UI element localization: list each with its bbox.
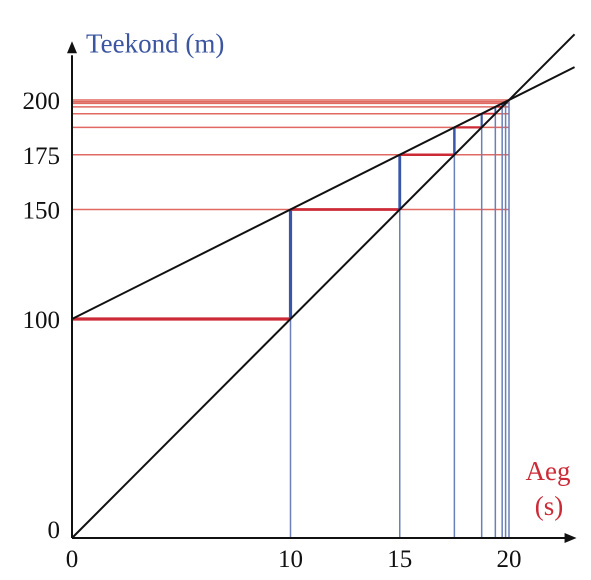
y-tick-label-4: 200 (23, 88, 61, 115)
step-lines (72, 101, 507, 321)
x-axis-unit: (s) (535, 491, 564, 521)
diagonal-lines (71, 33, 576, 539)
y-tick-label-0: 0 (48, 517, 61, 544)
y-axis-title: Teekond (m) (86, 28, 224, 58)
series-line-1 (71, 66, 575, 320)
y-tick-label-2: 150 (23, 198, 61, 225)
x-axis-title: Aeg (526, 456, 571, 486)
x-axis-arrow-icon (564, 533, 577, 543)
guide-lines (72, 99, 510, 538)
x-tick-label-3: 20 (497, 546, 522, 573)
x-tick-labels: 0 10 15 20 (66, 546, 522, 573)
x-tick-label-1: 10 (278, 546, 303, 573)
x-tick-label-2: 15 (387, 546, 412, 573)
series-line-0 (71, 33, 576, 539)
y-tick-labels: 0 100 150 175 200 (23, 88, 61, 544)
y-tick-label-1: 100 (23, 307, 61, 334)
y-axis-arrow-icon (67, 41, 77, 54)
x-tick-label-0: 0 (66, 546, 79, 573)
y-tick-label-3: 175 (23, 143, 61, 170)
axes (67, 41, 577, 543)
